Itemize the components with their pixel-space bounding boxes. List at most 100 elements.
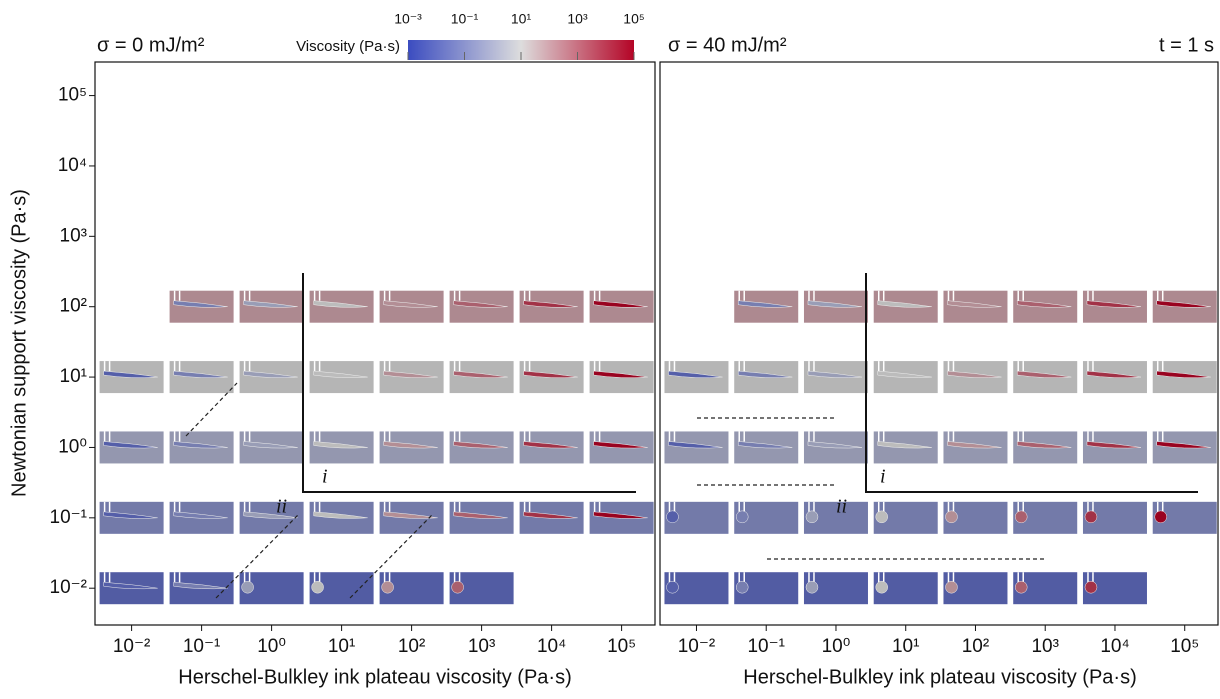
- panel-title: σ = 0 mJ/m²: [97, 34, 205, 56]
- ink-filament: [1086, 300, 1142, 308]
- ink-filament: [737, 300, 793, 308]
- simulation-thumbnail: [169, 431, 234, 464]
- ink-filament: [1086, 441, 1142, 449]
- simulation-thumbnail: [873, 501, 938, 534]
- nozzle: [808, 361, 815, 372]
- simulation-thumbnail: [239, 431, 304, 464]
- nozzle: [738, 361, 745, 372]
- nozzle: [877, 290, 885, 301]
- ink-filament: [807, 370, 863, 378]
- simulation-thumbnail: [664, 501, 729, 534]
- ink-filament: [243, 441, 298, 449]
- colorbar-tick-label: 10⁵: [623, 11, 644, 27]
- nozzle: [593, 290, 601, 301]
- ink-filament: [1016, 300, 1072, 308]
- time-label: t = 1 s: [1159, 34, 1214, 56]
- annotation: ii: [836, 496, 847, 518]
- y-tick-label: 10¹: [60, 366, 87, 387]
- simulation-thumbnail: [379, 361, 444, 394]
- ink-drop: [875, 580, 888, 594]
- nozzle: [173, 431, 181, 442]
- simulation-thumbnail: [99, 431, 164, 464]
- ink-drop: [666, 510, 679, 524]
- simulation-thumbnail: [589, 501, 654, 534]
- nozzle: [243, 501, 251, 512]
- simulation-thumbnail: [519, 501, 584, 534]
- ink-filament: [103, 581, 158, 590]
- simulation-thumbnail: [873, 361, 938, 394]
- simulation-thumbnail: [99, 501, 164, 534]
- simulation-thumbnail: [1013, 290, 1078, 323]
- nozzle: [523, 361, 531, 372]
- plot-frame: [94, 61, 656, 626]
- ink-drop: [381, 580, 394, 594]
- nozzle: [173, 501, 181, 512]
- ink-filament: [807, 300, 863, 308]
- x-tick-label: 10⁵: [607, 636, 636, 657]
- nozzle: [523, 431, 531, 442]
- nozzle: [453, 501, 461, 512]
- simulation-thumbnail: [1082, 572, 1147, 605]
- simulation-thumbnail: [379, 572, 444, 605]
- nozzle: [313, 290, 321, 301]
- nozzle: [103, 572, 111, 583]
- simulation-thumbnail: [803, 431, 868, 464]
- ink-filament: [383, 300, 438, 308]
- colorbar-tick-label: 10³: [567, 11, 588, 27]
- x-tick-label: 10⁻¹: [747, 636, 785, 657]
- simulation-thumbnail: [1082, 290, 1147, 323]
- ink-filament: [807, 441, 863, 449]
- ink-filament: [877, 300, 932, 308]
- ink-drop: [1084, 510, 1098, 524]
- colorbar-tick-label: 10⁻³: [394, 11, 422, 27]
- simulation-thumbnail: [309, 361, 374, 394]
- ink-filament: [947, 370, 1002, 378]
- nozzle: [1156, 290, 1164, 301]
- ink-drop: [735, 510, 749, 524]
- y-tick-label: 10⁵: [58, 85, 87, 106]
- simulation-thumbnail: [1013, 501, 1078, 534]
- ink-filament: [523, 511, 578, 519]
- ink-filament: [593, 511, 648, 519]
- nozzle: [1017, 431, 1024, 442]
- nozzle: [1017, 290, 1024, 301]
- nozzle: [1087, 361, 1094, 372]
- x-tick-label: 10²: [398, 636, 425, 657]
- simulation-thumbnail: [379, 501, 444, 534]
- simulation-thumbnail: [943, 431, 1008, 464]
- ink-filament: [173, 581, 228, 590]
- simulation-thumbnail: [449, 501, 514, 534]
- ink-drop: [241, 580, 254, 594]
- ink-filament: [737, 370, 793, 378]
- nozzle: [1156, 501, 1164, 512]
- nozzle: [1017, 501, 1024, 512]
- nozzle: [173, 572, 181, 583]
- ink-filament: [173, 511, 228, 519]
- ink-filament: [453, 300, 508, 308]
- ink-filament: [453, 511, 508, 519]
- simulation-thumbnail: [99, 361, 164, 394]
- annotation: i: [322, 466, 328, 488]
- simulation-thumbnail: [1013, 431, 1078, 464]
- ink-filament: [1156, 441, 1211, 449]
- ink-filament: [593, 441, 648, 449]
- ink-filament: [668, 441, 723, 449]
- nozzle: [453, 361, 461, 372]
- y-tick-label: 10³: [60, 225, 87, 246]
- simulation-thumbnail: [589, 361, 654, 394]
- nozzle: [383, 501, 391, 512]
- simulation-thumbnail: [449, 290, 514, 323]
- x-tick-label: 10⁵: [1170, 636, 1199, 657]
- nozzle: [668, 361, 676, 372]
- nozzle: [103, 431, 111, 442]
- ink-filament: [173, 370, 228, 378]
- simulation-thumbnail: [519, 290, 584, 323]
- ink-filament: [593, 370, 648, 378]
- simulation-thumbnail: [449, 572, 514, 605]
- nozzle: [453, 431, 461, 442]
- nozzle: [947, 290, 955, 301]
- nozzle: [1087, 290, 1094, 301]
- colorbar-tick-label: 10¹: [511, 11, 532, 27]
- simulation-thumbnail: [1082, 431, 1147, 464]
